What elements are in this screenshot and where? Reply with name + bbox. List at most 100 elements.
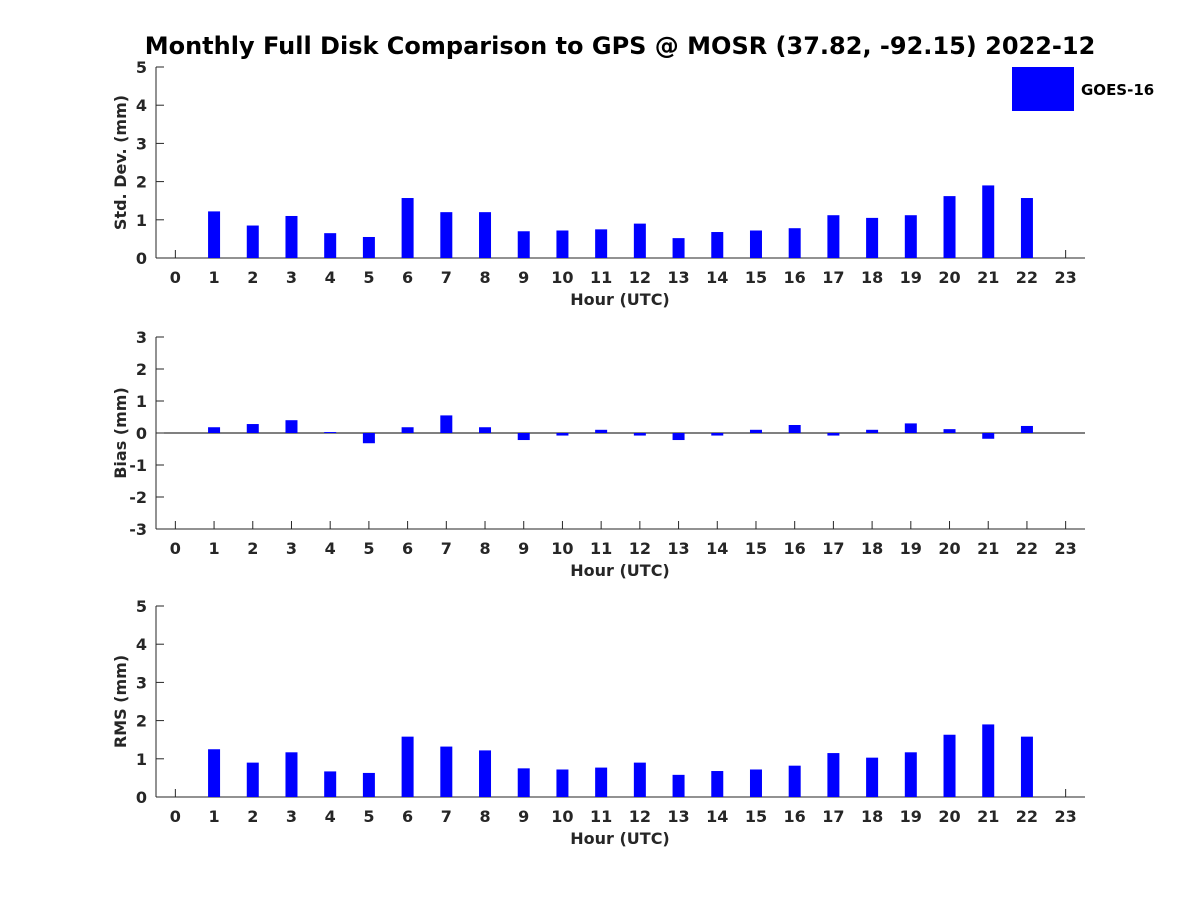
bar-std-dev-hour-1 — [208, 211, 221, 258]
x-tick-label: 18 — [861, 539, 883, 558]
bar-std-dev-hour-9 — [517, 231, 530, 258]
bar-rms-hour-8 — [479, 750, 492, 797]
bar-std-dev-hour-4 — [324, 233, 337, 258]
x-tick-label: 12 — [629, 807, 651, 826]
x-tick-label: 8 — [479, 807, 490, 826]
bar-bias-hour-2 — [246, 424, 259, 433]
bar-rms-hour-1 — [208, 749, 221, 797]
x-tick-label: 11 — [590, 268, 612, 287]
bar-std-dev-hour-18 — [866, 217, 879, 258]
bar-std-dev-hour-22 — [1020, 198, 1033, 258]
x-tick-label: 1 — [208, 268, 219, 287]
y-tick-label: 1 — [136, 211, 147, 230]
bar-std-dev-hour-12 — [633, 223, 646, 258]
chart-title: Monthly Full Disk Comparison to GPS @ MO… — [145, 32, 1096, 60]
x-tick-label: 8 — [479, 268, 490, 287]
x-tick-label: 8 — [479, 539, 490, 558]
x-tick-label: 12 — [629, 268, 651, 287]
y-axis-label: Std. Dev. (mm) — [111, 95, 130, 230]
x-axis-label: Hour (UTC) — [570, 829, 670, 848]
x-tick-label: 10 — [551, 807, 573, 826]
bar-rms-hour-12 — [633, 762, 646, 797]
y-tick-label: 1 — [136, 392, 147, 411]
x-tick-label: 20 — [938, 268, 960, 287]
y-tick-label: 2 — [136, 360, 147, 379]
y-tick-label: 3 — [136, 673, 147, 692]
x-tick-label: 10 — [551, 268, 573, 287]
x-tick-label: 14 — [706, 268, 728, 287]
x-tick-label: 3 — [286, 539, 297, 558]
bar-bias-hour-22 — [1020, 425, 1033, 433]
bar-bias-hour-5 — [362, 433, 375, 444]
bar-bias-hour-17 — [827, 433, 840, 436]
x-tick-label: 22 — [1016, 268, 1038, 287]
x-tick-label: 11 — [590, 539, 612, 558]
bar-std-dev-hour-13 — [672, 238, 685, 258]
y-tick-label: 0 — [136, 249, 147, 268]
bar-rms-hour-22 — [1020, 736, 1033, 797]
x-tick-label: 13 — [667, 807, 689, 826]
x-tick-label: 17 — [822, 539, 844, 558]
bar-bias-hour-1 — [208, 427, 221, 433]
y-tick-label: 0 — [136, 424, 147, 443]
x-tick-label: 23 — [1055, 268, 1077, 287]
bar-std-dev-hour-17 — [827, 215, 840, 258]
bar-bias-hour-10 — [556, 433, 569, 436]
x-tick-label: 15 — [745, 807, 767, 826]
x-tick-label: 23 — [1055, 807, 1077, 826]
x-tick-label: 3 — [286, 268, 297, 287]
y-tick-label: -1 — [129, 456, 147, 475]
x-tick-label: 6 — [402, 539, 413, 558]
bar-bias-hour-21 — [982, 433, 995, 439]
bar-rms-hour-4 — [324, 771, 337, 797]
bar-std-dev-hour-20 — [943, 196, 956, 258]
x-tick-label: 3 — [286, 807, 297, 826]
bar-std-dev-hour-16 — [788, 228, 801, 258]
x-tick-label: 20 — [938, 807, 960, 826]
bar-bias-hour-12 — [633, 433, 646, 436]
bar-rms-hour-21 — [982, 724, 995, 797]
x-tick-label: 21 — [977, 539, 999, 558]
x-tick-label: 19 — [900, 539, 922, 558]
bar-std-dev-hour-7 — [440, 212, 453, 258]
x-tick-label: 1 — [208, 539, 219, 558]
bar-rms-hour-17 — [827, 753, 840, 797]
bar-bias-hour-14 — [711, 433, 724, 436]
bar-bias-hour-11 — [595, 429, 608, 433]
x-tick-label: 16 — [784, 807, 806, 826]
bar-rms-hour-9 — [517, 768, 530, 797]
bar-std-dev-hour-14 — [711, 232, 724, 258]
x-tick-label: 22 — [1016, 539, 1038, 558]
x-tick-label: 7 — [441, 807, 452, 826]
y-tick-label: 5 — [136, 58, 147, 77]
bar-rms-hour-13 — [672, 774, 685, 797]
x-tick-label: 14 — [706, 807, 728, 826]
bar-rms-hour-16 — [788, 765, 801, 797]
y-tick-label: 5 — [136, 597, 147, 616]
x-tick-label: 6 — [402, 268, 413, 287]
x-tick-label: 1 — [208, 807, 219, 826]
x-tick-label: 4 — [325, 807, 336, 826]
bar-rms-hour-2 — [246, 762, 259, 797]
bar-std-dev-hour-21 — [982, 185, 995, 258]
x-tick-label: 2 — [247, 539, 258, 558]
x-tick-label: 7 — [441, 539, 452, 558]
y-tick-label: 0 — [136, 788, 147, 807]
legend: GOES-16 — [1012, 67, 1154, 111]
x-axis-label: Hour (UTC) — [570, 290, 670, 309]
y-tick-label: 1 — [136, 750, 147, 769]
bar-bias-hour-20 — [943, 429, 956, 433]
x-tick-label: 7 — [441, 268, 452, 287]
bar-bias-hour-7 — [440, 415, 453, 433]
y-tick-label: -2 — [129, 488, 147, 507]
y-tick-label: 4 — [136, 96, 147, 115]
x-tick-label: 19 — [900, 268, 922, 287]
x-tick-label: 19 — [900, 807, 922, 826]
bar-bias-hour-16 — [788, 425, 801, 433]
x-tick-label: 0 — [170, 807, 181, 826]
bar-bias-hour-13 — [672, 433, 685, 441]
